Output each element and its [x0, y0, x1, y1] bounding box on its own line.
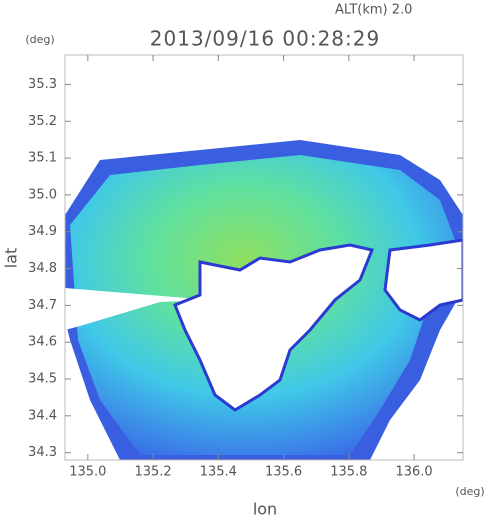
y-tick-label: 35.2	[28, 114, 57, 129]
y-tick-label: 34.6	[28, 335, 57, 350]
x-tick-label: 135.2	[134, 465, 171, 480]
y-axis-label: lat	[2, 248, 21, 269]
y-tick-label: 35.0	[28, 187, 57, 202]
y-tick-label: 34.4	[28, 408, 57, 423]
x-tick-label: 135.6	[265, 465, 302, 480]
x-tick-label: 135.8	[330, 465, 367, 480]
x-tick-label: 135.0	[69, 465, 106, 480]
y-tick-label: 35.1	[28, 151, 57, 166]
x-axis-label: lon	[253, 500, 277, 519]
y-tick-label: 34.5	[28, 372, 57, 387]
y-tick-label: 34.3	[28, 445, 57, 460]
y-unit: (deg)	[25, 33, 54, 46]
radar-echo	[65, 140, 463, 460]
x-tick-label: 135.4	[200, 465, 237, 480]
plot-frame	[64, 54, 464, 461]
y-tick-label: 35.3	[28, 77, 57, 92]
y-tick-label: 34.8	[28, 261, 57, 276]
chart-title: 2013/09/16 00:28:29	[150, 27, 380, 51]
altitude-label: ALT(km) 2.0	[335, 3, 412, 18]
x-tick-label: 136.0	[395, 465, 432, 480]
y-tick-label: 34.9	[28, 224, 57, 239]
x-unit: (deg)	[455, 485, 484, 498]
y-tick-label: 34.7	[28, 298, 57, 313]
